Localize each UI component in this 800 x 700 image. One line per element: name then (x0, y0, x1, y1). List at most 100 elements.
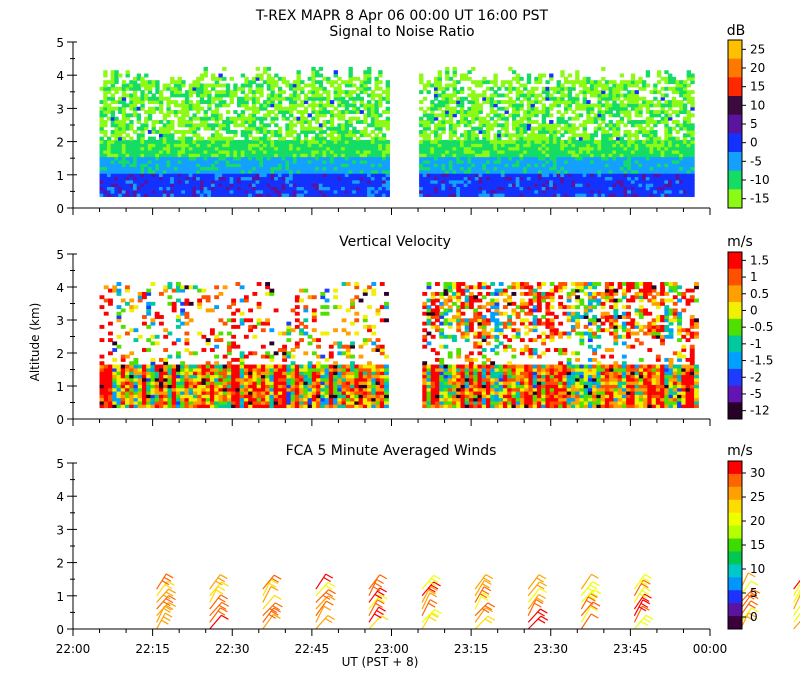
vv-cell (180, 301, 186, 306)
snr-cell (203, 189, 208, 194)
snr-cell (690, 129, 695, 134)
snr-cell (497, 86, 502, 91)
snr-cell (571, 173, 576, 178)
snr-cell (363, 173, 368, 178)
snr-cell (612, 86, 617, 91)
snr-cell (582, 106, 587, 111)
vv-cell (99, 367, 105, 372)
snr-cell (549, 103, 554, 108)
snr-cell (199, 123, 205, 128)
snr-cell (463, 149, 469, 154)
snr-cell (668, 189, 673, 194)
snr-cell (292, 166, 298, 171)
snr-cell (471, 189, 476, 194)
snr-cell (303, 166, 309, 171)
snr-cell (196, 153, 201, 158)
snr-cell (99, 156, 104, 161)
snr-cell (616, 149, 621, 154)
snr-cell (329, 189, 335, 194)
snr-cell (106, 169, 112, 174)
snr-cell (504, 100, 509, 105)
snr-cell (668, 176, 673, 181)
snr-cell (147, 163, 153, 168)
snr-cell (586, 153, 591, 158)
snr-cell (296, 83, 301, 88)
snr-cell (315, 120, 320, 124)
snr-cell (682, 176, 688, 181)
snr-cell (162, 169, 168, 174)
snr-cell (363, 156, 368, 161)
snr-cell (378, 129, 383, 134)
snr-cell (541, 120, 547, 124)
snr-cell (653, 183, 658, 188)
snr-cell (467, 169, 472, 174)
snr-cell (549, 106, 554, 111)
snr-cell (136, 176, 142, 181)
snr-cell (118, 153, 123, 158)
snr-cell (474, 133, 480, 138)
vv-cell (99, 384, 105, 389)
snr-cell (263, 159, 268, 164)
snr-cell (549, 126, 554, 131)
snr-cell (132, 183, 138, 188)
snr-cell (214, 113, 220, 118)
snr-cell (203, 169, 208, 174)
snr-cell (181, 116, 186, 121)
snr-cell (485, 186, 491, 191)
snr-cell (549, 159, 554, 164)
snr-cell (586, 159, 591, 164)
snr-cell (341, 143, 346, 148)
snr-cell (207, 90, 212, 95)
snr-cell (303, 189, 309, 194)
snr-cell (526, 139, 532, 144)
snr-cell (121, 90, 127, 95)
colorbar-label: 20 (750, 61, 765, 75)
snr-cell (552, 139, 558, 144)
snr-cell (467, 176, 472, 181)
snr-cell (170, 179, 175, 184)
snr-cell (482, 90, 487, 95)
snr-cell (597, 189, 602, 194)
snr-cell (318, 186, 324, 191)
snr-cell (322, 110, 327, 114)
snr-cell (307, 143, 312, 148)
snr-cell (374, 80, 379, 85)
snr-cell (419, 106, 424, 111)
snr-cell (649, 173, 654, 178)
snr-cell (653, 110, 658, 114)
snr-cell (211, 123, 216, 128)
vv-cell (184, 381, 190, 385)
snr-cell (144, 146, 149, 151)
snr-cell (482, 133, 487, 138)
snr-cell (497, 113, 502, 118)
vv-cell (125, 381, 130, 385)
snr-cell (437, 176, 442, 181)
snr-cell (158, 103, 164, 108)
snr-cell (630, 153, 636, 158)
snr-cell (649, 133, 654, 138)
snr-cell (485, 156, 491, 161)
snr-cell (196, 103, 201, 108)
snr-cell (456, 183, 461, 188)
snr-cell (333, 126, 338, 131)
snr-cell (289, 139, 294, 144)
snr-cell (214, 139, 220, 144)
snr-cell (341, 173, 346, 178)
snr-cell (682, 86, 688, 91)
snr-cell (177, 163, 182, 168)
snr-cell (188, 163, 194, 168)
snr-cell (203, 183, 208, 188)
snr-cell (560, 86, 565, 91)
snr-cell (125, 73, 130, 78)
snr-cell (385, 143, 390, 148)
snr-cell (682, 80, 688, 85)
vv-cell (150, 404, 156, 409)
snr-cell (437, 183, 442, 188)
snr-cell (277, 173, 283, 178)
snr-cell (541, 193, 547, 197)
snr-cell (441, 146, 446, 151)
snr-cell (296, 189, 301, 194)
snr-cell (162, 129, 168, 134)
snr-cell (642, 149, 647, 154)
snr-cell (251, 176, 257, 181)
